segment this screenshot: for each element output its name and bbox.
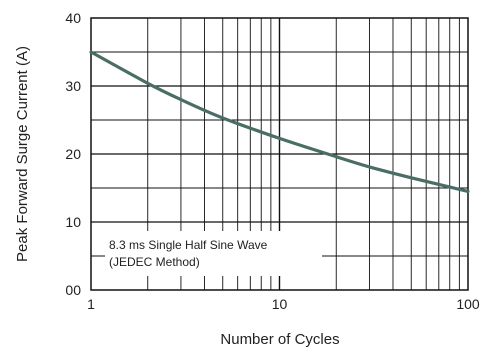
y-tick-label: 20	[65, 146, 81, 162]
x-axis-title: Number of Cycles	[220, 331, 339, 348]
y-tick-label: 40	[65, 10, 81, 26]
annotation-box: 8.3 ms Single Half Sine Wave (JEDEC Meth…	[105, 231, 322, 276]
x-tick-label: 100	[456, 296, 480, 312]
y-tick-label: 30	[65, 78, 81, 94]
x-tick-labels: 1 10 100	[87, 296, 480, 312]
surge-current-curve	[89, 50, 470, 193]
grid-lines	[91, 18, 468, 290]
x-tick-label: 1	[87, 296, 95, 312]
x-tick-label: 10	[272, 296, 288, 312]
y-tick-label: 00	[65, 282, 81, 298]
annotation-background	[105, 231, 322, 276]
annotation-line-1: 8.3 ms Single Half Sine Wave	[109, 238, 268, 252]
series-curves	[89, 50, 470, 193]
y-axis-title: Peak Forward Surge Current (A)	[14, 46, 31, 262]
plot-frame	[90, 17, 469, 291]
y-tick-label: 10	[65, 214, 81, 230]
annotation-line-2: (JEDEC Method)	[109, 255, 200, 269]
y-tick-labels: 00 10 20 30 40	[65, 10, 81, 298]
